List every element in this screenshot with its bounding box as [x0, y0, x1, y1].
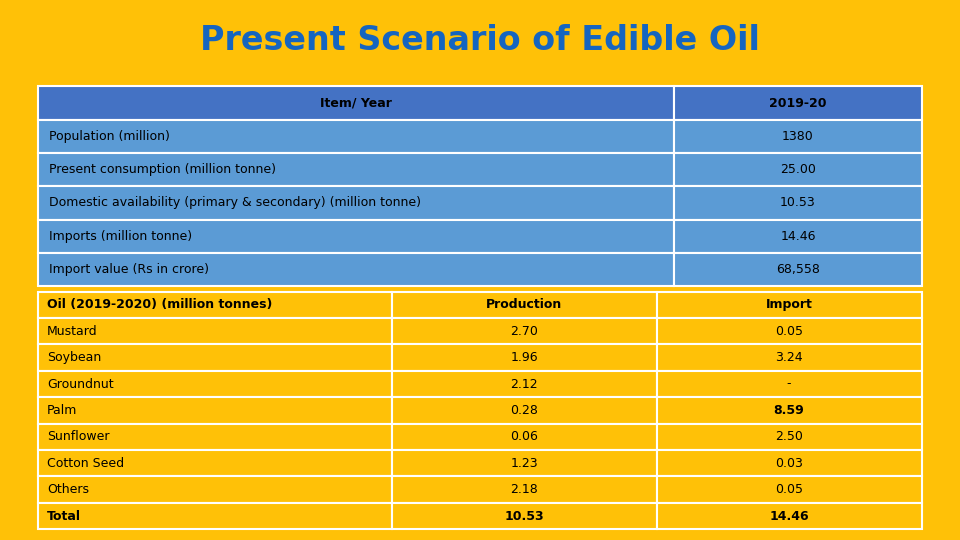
Text: Imports (million tonne): Imports (million tonne)	[49, 230, 192, 243]
FancyBboxPatch shape	[392, 397, 657, 423]
FancyBboxPatch shape	[392, 292, 657, 318]
FancyBboxPatch shape	[392, 371, 657, 397]
Text: 14.46: 14.46	[780, 230, 816, 243]
Text: Sunflower: Sunflower	[47, 430, 109, 443]
Text: 14.46: 14.46	[769, 510, 809, 523]
FancyBboxPatch shape	[674, 153, 922, 186]
Text: Present Scenario of Edible Oil: Present Scenario of Edible Oil	[200, 24, 760, 57]
FancyBboxPatch shape	[657, 503, 922, 529]
Text: 0.28: 0.28	[510, 404, 539, 417]
Text: Import: Import	[766, 298, 812, 311]
FancyBboxPatch shape	[392, 503, 657, 529]
FancyBboxPatch shape	[392, 318, 657, 345]
Text: Soybean: Soybean	[47, 351, 102, 364]
Text: 2.50: 2.50	[775, 430, 804, 443]
FancyBboxPatch shape	[657, 450, 922, 476]
Text: Import value (Rs in crore): Import value (Rs in crore)	[49, 263, 209, 276]
FancyBboxPatch shape	[392, 476, 657, 503]
FancyBboxPatch shape	[392, 423, 657, 450]
FancyBboxPatch shape	[657, 423, 922, 450]
FancyBboxPatch shape	[657, 345, 922, 371]
FancyBboxPatch shape	[38, 153, 674, 186]
Text: 1380: 1380	[782, 130, 814, 143]
Text: 0.05: 0.05	[775, 483, 804, 496]
FancyBboxPatch shape	[38, 253, 674, 286]
FancyBboxPatch shape	[38, 345, 392, 371]
Text: Present consumption (million tonne): Present consumption (million tonne)	[49, 163, 276, 176]
Text: 0.03: 0.03	[775, 457, 804, 470]
Text: 2019-20: 2019-20	[769, 97, 827, 110]
Text: 0.05: 0.05	[775, 325, 804, 338]
FancyBboxPatch shape	[38, 86, 674, 120]
FancyBboxPatch shape	[674, 220, 922, 253]
FancyBboxPatch shape	[392, 450, 657, 476]
Text: 2.18: 2.18	[511, 483, 538, 496]
FancyBboxPatch shape	[38, 318, 392, 345]
Text: 8.59: 8.59	[774, 404, 804, 417]
FancyBboxPatch shape	[657, 318, 922, 345]
FancyBboxPatch shape	[674, 86, 922, 120]
Text: 10.53: 10.53	[504, 510, 544, 523]
Text: 0.06: 0.06	[510, 430, 539, 443]
Text: -: -	[787, 377, 791, 390]
Text: 1.23: 1.23	[511, 457, 538, 470]
Text: Groundnut: Groundnut	[47, 377, 114, 390]
FancyBboxPatch shape	[38, 220, 674, 253]
FancyBboxPatch shape	[674, 186, 922, 220]
Text: 68,558: 68,558	[776, 263, 820, 276]
Text: Item/ Year: Item/ Year	[321, 97, 393, 110]
Text: Others: Others	[47, 483, 89, 496]
FancyBboxPatch shape	[392, 345, 657, 371]
FancyBboxPatch shape	[38, 371, 392, 397]
Text: Production: Production	[486, 298, 563, 311]
Text: Population (million): Population (million)	[49, 130, 170, 143]
FancyBboxPatch shape	[657, 397, 922, 423]
Text: Total: Total	[47, 510, 82, 523]
Text: Palm: Palm	[47, 404, 78, 417]
FancyBboxPatch shape	[38, 476, 392, 503]
Text: 3.24: 3.24	[776, 351, 803, 364]
Text: 25.00: 25.00	[780, 163, 816, 176]
FancyBboxPatch shape	[38, 120, 674, 153]
FancyBboxPatch shape	[38, 292, 392, 318]
FancyBboxPatch shape	[38, 450, 392, 476]
FancyBboxPatch shape	[674, 120, 922, 153]
Text: Oil (2019-2020) (million tonnes): Oil (2019-2020) (million tonnes)	[47, 298, 273, 311]
FancyBboxPatch shape	[657, 292, 922, 318]
Text: Domestic availability (primary & secondary) (million tonne): Domestic availability (primary & seconda…	[49, 197, 421, 210]
Text: Mustard: Mustard	[47, 325, 98, 338]
FancyBboxPatch shape	[38, 423, 392, 450]
Text: Cotton Seed: Cotton Seed	[47, 457, 125, 470]
Text: 2.70: 2.70	[510, 325, 539, 338]
FancyBboxPatch shape	[657, 476, 922, 503]
FancyBboxPatch shape	[674, 253, 922, 286]
FancyBboxPatch shape	[657, 371, 922, 397]
Text: 1.96: 1.96	[511, 351, 538, 364]
FancyBboxPatch shape	[38, 503, 392, 529]
FancyBboxPatch shape	[38, 186, 674, 220]
Text: 10.53: 10.53	[780, 197, 816, 210]
Text: 2.12: 2.12	[511, 377, 538, 390]
FancyBboxPatch shape	[38, 397, 392, 423]
